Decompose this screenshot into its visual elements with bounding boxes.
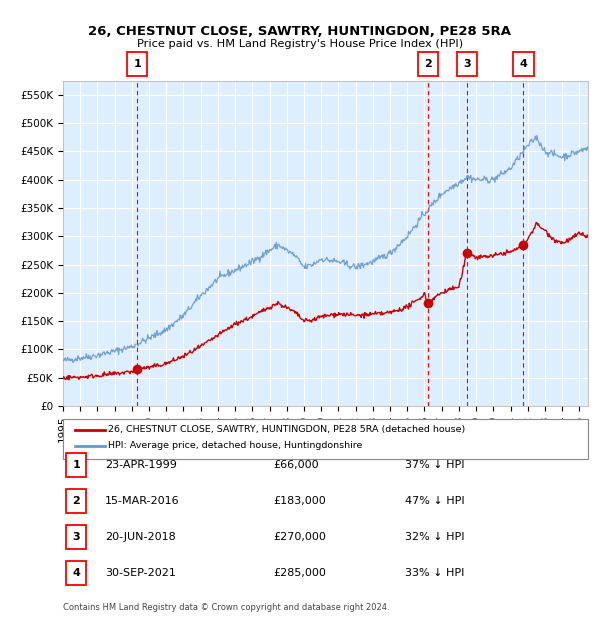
Text: 30-SEP-2021: 30-SEP-2021 (105, 568, 176, 578)
Text: 2: 2 (424, 59, 432, 69)
Text: 2: 2 (73, 496, 80, 506)
Point (101, 442, 109, 450)
Text: 33% ↓ HPI: 33% ↓ HPI (405, 568, 464, 578)
FancyBboxPatch shape (66, 453, 86, 477)
Point (101, 426, 109, 433)
Text: 1: 1 (73, 460, 80, 470)
FancyBboxPatch shape (513, 52, 533, 76)
Text: 20-JUN-2018: 20-JUN-2018 (105, 532, 176, 542)
FancyBboxPatch shape (127, 52, 148, 76)
Text: Price paid vs. HM Land Registry's House Price Index (HPI): Price paid vs. HM Land Registry's House … (137, 39, 463, 49)
Text: £285,000: £285,000 (273, 568, 326, 578)
FancyBboxPatch shape (66, 525, 86, 549)
Text: 3: 3 (463, 59, 471, 69)
FancyBboxPatch shape (66, 489, 86, 513)
Text: Contains HM Land Registry data © Crown copyright and database right 2024.: Contains HM Land Registry data © Crown c… (63, 603, 389, 612)
Text: £66,000: £66,000 (273, 460, 319, 470)
Point (71, 442, 79, 450)
Text: 26, CHESTNUT CLOSE, SAWTRY, HUNTINGDON, PE28 5RA (detached house): 26, CHESTNUT CLOSE, SAWTRY, HUNTINGDON, … (108, 425, 465, 434)
Text: £183,000: £183,000 (273, 496, 326, 506)
Text: 23-APR-1999: 23-APR-1999 (105, 460, 177, 470)
Text: 26, CHESTNUT CLOSE, SAWTRY, HUNTINGDON, PE28 5RA: 26, CHESTNUT CLOSE, SAWTRY, HUNTINGDON, … (89, 25, 511, 38)
FancyBboxPatch shape (63, 418, 588, 459)
FancyBboxPatch shape (457, 52, 477, 76)
Text: 1: 1 (133, 59, 141, 69)
FancyBboxPatch shape (66, 561, 86, 585)
Text: HPI: Average price, detached house, Huntingdonshire: HPI: Average price, detached house, Hunt… (108, 441, 362, 450)
Text: 15-MAR-2016: 15-MAR-2016 (105, 496, 179, 506)
Text: 3: 3 (73, 532, 80, 542)
Text: 37% ↓ HPI: 37% ↓ HPI (405, 460, 464, 470)
Text: £270,000: £270,000 (273, 532, 326, 542)
Text: 4: 4 (72, 568, 80, 578)
Text: 4: 4 (520, 59, 527, 69)
Text: 47% ↓ HPI: 47% ↓ HPI (405, 496, 464, 506)
FancyBboxPatch shape (418, 52, 438, 76)
Text: 32% ↓ HPI: 32% ↓ HPI (405, 532, 464, 542)
Point (71, 426, 79, 433)
